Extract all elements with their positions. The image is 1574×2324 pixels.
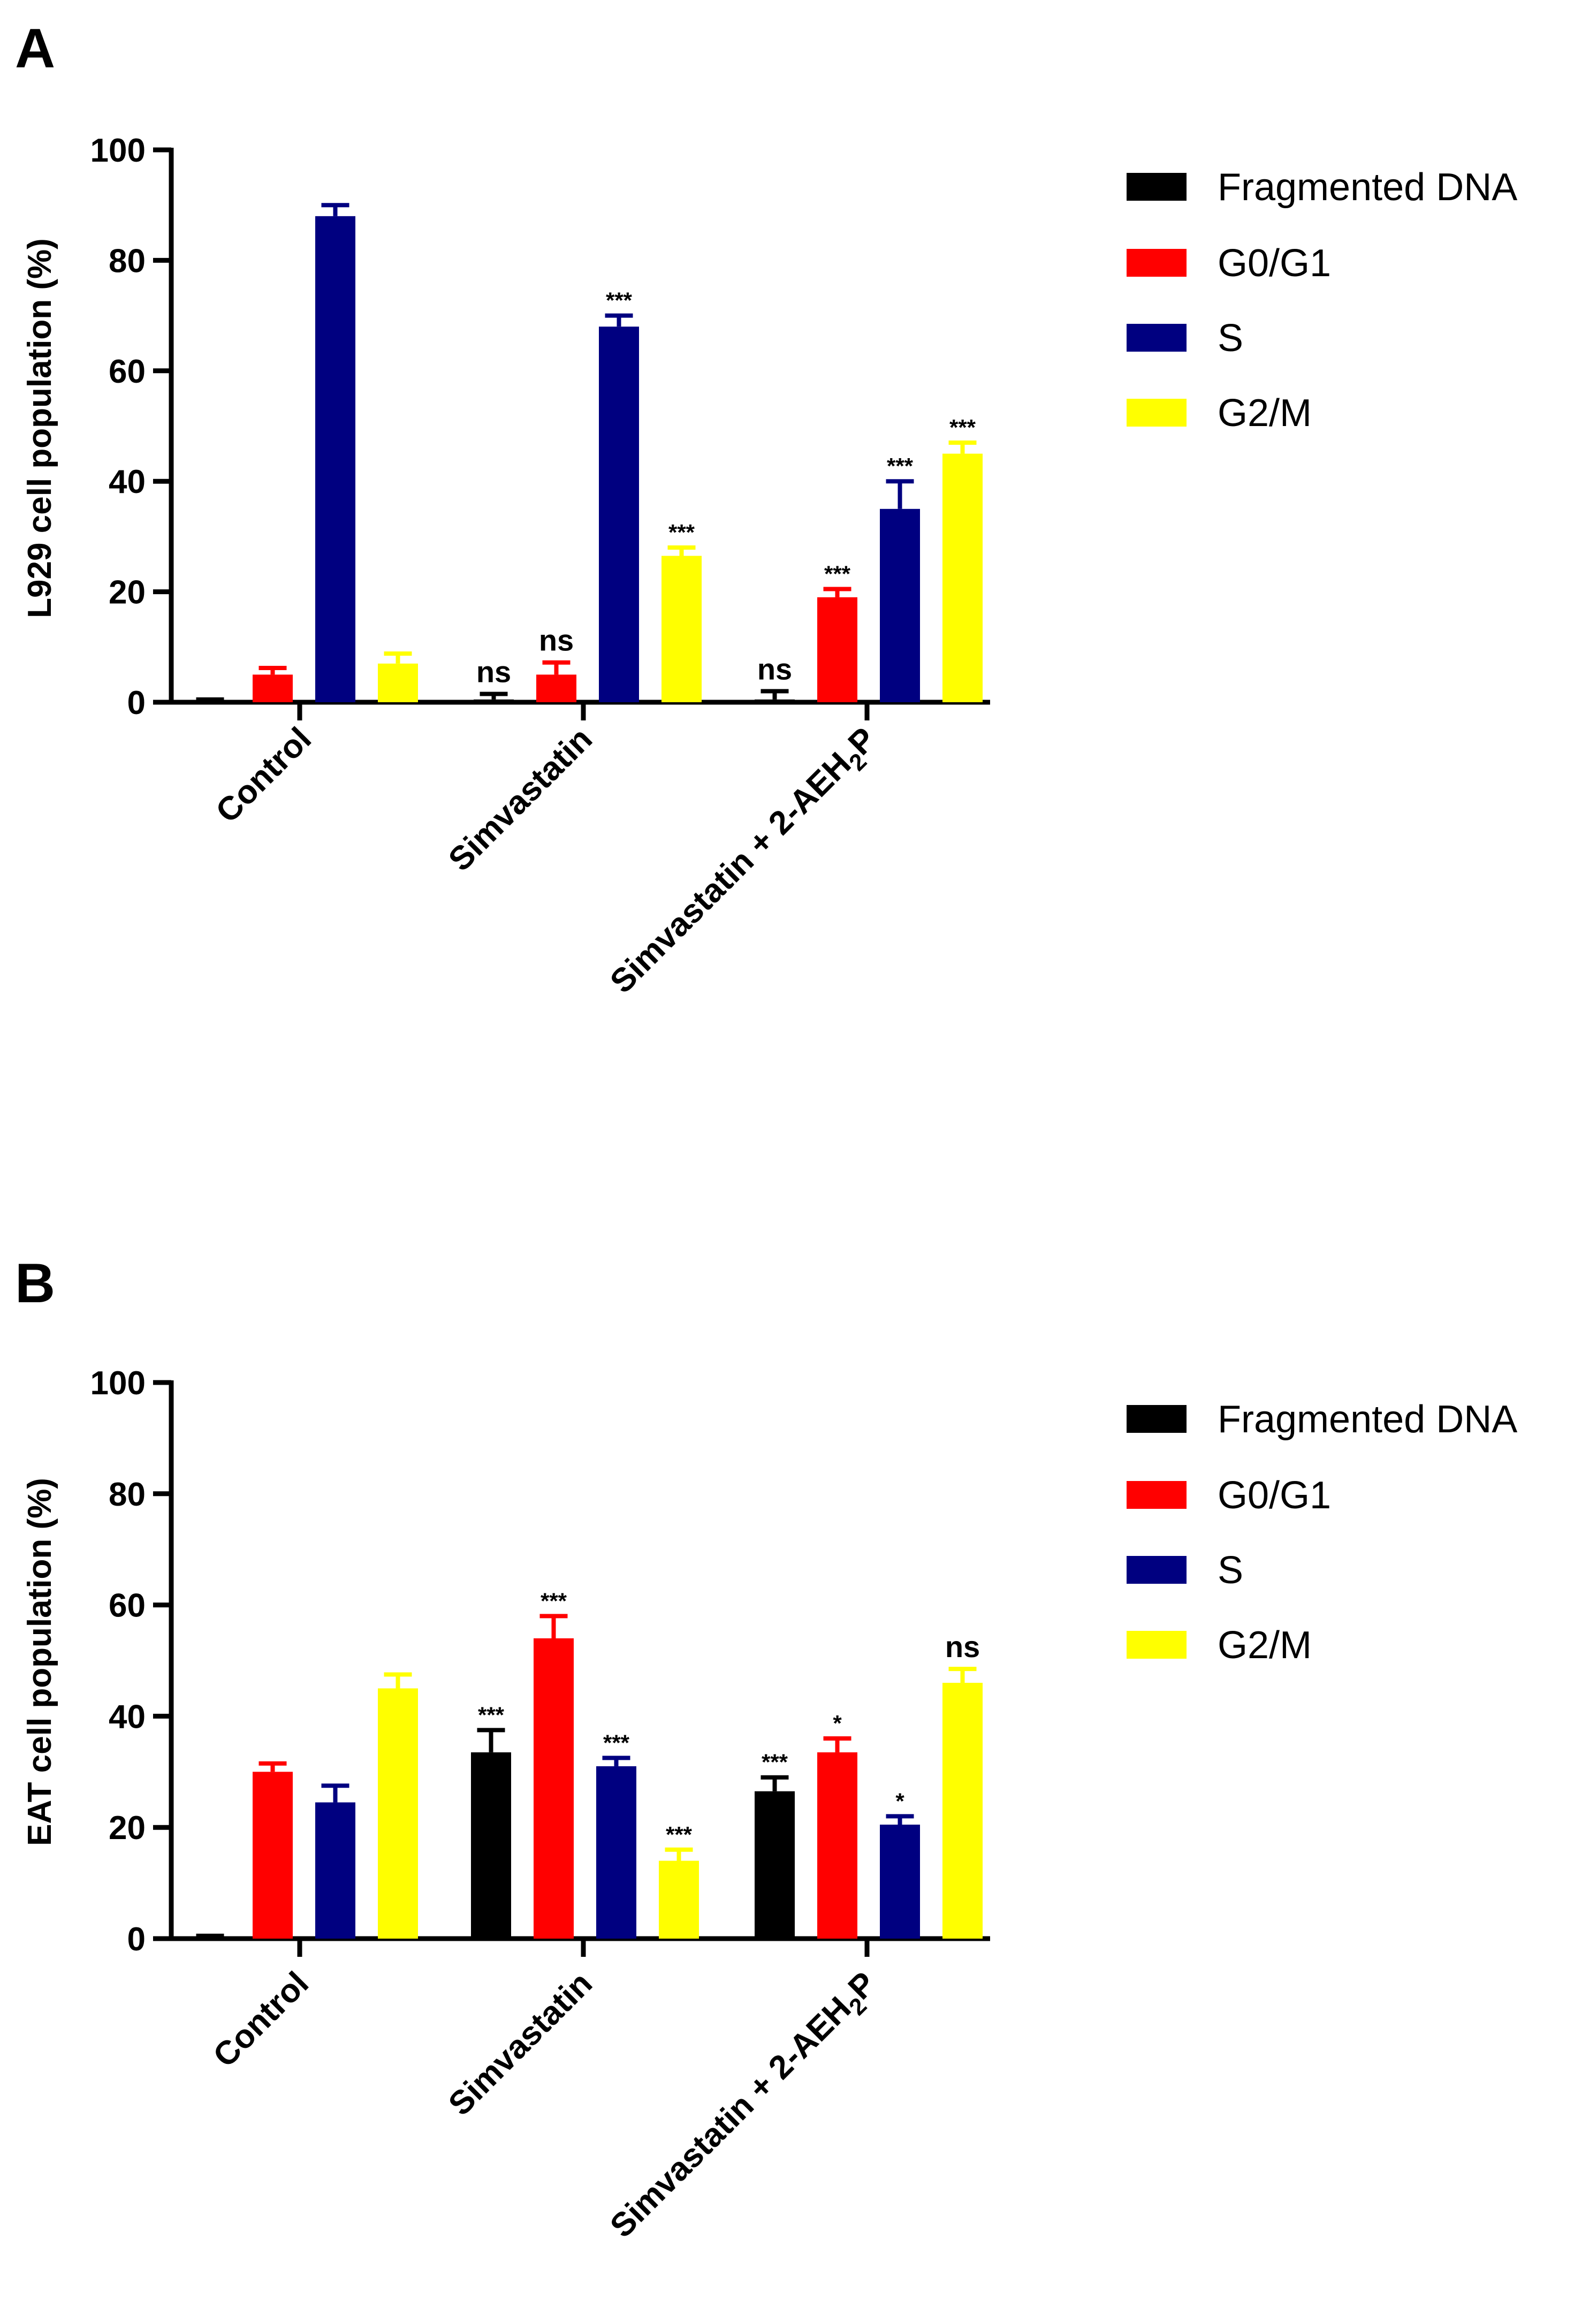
bar-g2-m-1 — [661, 556, 702, 702]
y-ticks-a: 0 20 40 60 80 100 — [90, 132, 171, 721]
category-label-pre: Simvastatin + 2-AEH — [603, 746, 858, 1000]
y-tick-label-100: 100 — [90, 132, 146, 169]
category-labels-b: Control Simvastatin Simvastatin + 2-AEH2… — [206, 1965, 887, 2249]
y-tick-label-80: 80 — [109, 1476, 146, 1513]
significance-g0-g1-1: ns — [539, 624, 574, 657]
bar-fragmented-dna-1 — [471, 1752, 511, 1939]
legend-swatch-g2m — [1127, 1631, 1187, 1659]
significance-fragmented-dna-1: *** — [478, 1702, 505, 1727]
y-tick-label-100: 100 — [90, 1365, 146, 1402]
significance-s-1: *** — [606, 288, 633, 313]
significance-fragmented-dna-1: ns — [476, 655, 511, 689]
significance-g2-m-1: *** — [666, 1822, 693, 1847]
bar-fragmented-dna-1 — [474, 699, 514, 702]
category-label-simvastatin-2aeh2p: Simvastatin + 2-AEH2P — [603, 720, 887, 1005]
y-tick-label-80: 80 — [109, 242, 146, 279]
y-axis-title-b: EAT cell population (%) — [21, 1478, 58, 1846]
bar-g2-m-2 — [942, 1683, 983, 1939]
category-label-control: Control — [209, 720, 318, 830]
bar-g0-g1-1 — [534, 1638, 574, 1939]
category-label-pre: Simvastatin + 2-AEH — [603, 1990, 858, 2245]
legend-b: Fragmented DNA G0/G1 S G2/M — [1127, 1398, 1517, 1667]
significance-g2-m-2: *** — [949, 415, 976, 440]
panel-letter-a: A — [15, 18, 55, 80]
y-tick-label-0: 0 — [127, 685, 146, 721]
legend-swatch-fragmented-dna — [1127, 1405, 1187, 1433]
bar-s-2 — [880, 1825, 920, 1939]
y-tick-label-60: 60 — [109, 353, 146, 390]
bar-g2-m-0 — [378, 663, 418, 702]
category-labels-a: Control Simvastatin Simvastatin + 2-AEH2… — [209, 720, 887, 1005]
significance-s-2: *** — [887, 453, 914, 479]
bar-s-0 — [315, 216, 355, 703]
legend-swatch-g0g1 — [1127, 1481, 1187, 1509]
y-tick-label-40: 40 — [109, 1698, 146, 1735]
bar-g2-m-2 — [942, 453, 983, 702]
significance-fragmented-dna-2: ns — [757, 652, 792, 686]
legend-swatch-fragmented-dna — [1127, 173, 1187, 201]
legend-label-s: S — [1218, 1549, 1243, 1592]
legend-a: Fragmented DNA G0/G1 S G2/M — [1127, 166, 1517, 435]
y-tick-label-20: 20 — [109, 574, 146, 611]
panel-b: B EAT cell population (%) 0 20 40 60 80 100 *… — [15, 1252, 1517, 2249]
legend-swatch-g2m — [1127, 399, 1187, 427]
legend-label-g2m: G2/M — [1218, 392, 1312, 435]
bar-g0-g1-2 — [817, 597, 857, 702]
legend-label-g0g1: G0/G1 — [1218, 242, 1331, 285]
significance-g2-m-2: ns — [945, 1630, 980, 1664]
bar-g2-m-0 — [378, 1688, 418, 1939]
bar-s-0 — [315, 1802, 355, 1939]
category-label-simvastatin: Simvastatin — [442, 1965, 599, 2123]
y-tick-label-40: 40 — [109, 464, 146, 500]
bar-g2-m-1 — [659, 1860, 699, 1939]
y-axis-title-a: L929 cell population (%) — [21, 238, 58, 618]
bar-fragmented-dna-2 — [755, 1791, 795, 1939]
panel-a: A L929 cell population (%) 020406080100 … — [15, 18, 1517, 1005]
bar-fragmented-dna-2 — [755, 699, 795, 702]
significance-s-1: *** — [603, 1730, 630, 1755]
significance-g0-g1-2: * — [833, 1711, 842, 1736]
legend-label-fragmented-dna: Fragmented DNA — [1218, 1398, 1517, 1441]
bars-b: *****************ns — [190, 1588, 983, 1939]
bar-g0-g1-1 — [536, 674, 576, 702]
category-label-simvastatin: Simvastatin — [442, 720, 599, 878]
category-label-simvastatin-2aeh2p: Simvastatin + 2-AEH2P — [603, 1965, 887, 2249]
legend-label-g2m: G2/M — [1218, 1624, 1312, 1667]
category-label-control: Control — [206, 1965, 316, 2075]
y-tick-label-20: 20 — [109, 1810, 146, 1847]
legend-label-g0g1: G0/G1 — [1218, 1474, 1331, 1517]
bar-s-1 — [596, 1766, 636, 1939]
y-tick-label-60: 60 — [109, 1588, 146, 1624]
legend-swatch-s — [1127, 1556, 1187, 1584]
panel-letter-b: B — [15, 1252, 55, 1315]
significance-g0-g1-1: *** — [541, 1588, 567, 1613]
significance-g2-m-1: *** — [668, 520, 695, 545]
significance-fragmented-dna-2: *** — [762, 1750, 788, 1775]
y-axis-a — [169, 148, 990, 720]
bar-s-1 — [599, 326, 639, 702]
significance-g0-g1-2: *** — [824, 561, 851, 586]
legend-label-fragmented-dna: Fragmented DNA — [1218, 166, 1517, 209]
bar-g0-g1-2 — [817, 1752, 857, 1939]
legend-swatch-g0g1 — [1127, 249, 1187, 277]
bar-g0-g1-0 — [253, 1772, 293, 1939]
significance-s-2: * — [895, 1788, 904, 1813]
bar-g0-g1-0 — [253, 674, 293, 702]
y-tick-label-0: 0 — [127, 1921, 146, 1958]
legend-label-s: S — [1218, 317, 1243, 360]
bar-s-2 — [880, 508, 920, 702]
legend-swatch-s — [1127, 324, 1187, 352]
y-ticks-b: 0 20 40 60 80 100 — [90, 1365, 171, 1958]
